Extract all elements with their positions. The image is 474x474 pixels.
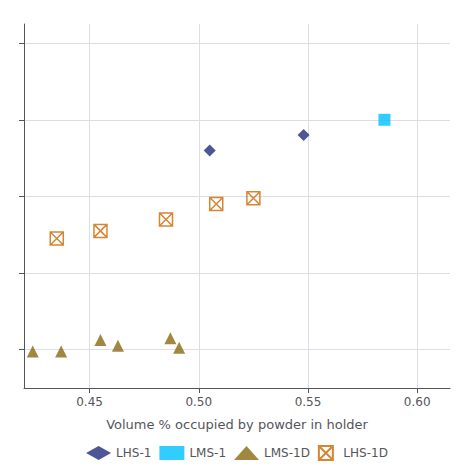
svg-text:0.55: 0.55 <box>295 395 322 409</box>
svg-text:0.50: 0.50 <box>185 395 212 409</box>
svg-text:LHS-1: LHS-1 <box>116 446 151 460</box>
svg-text:0.45: 0.45 <box>76 395 103 409</box>
svg-text:Volume % occupied by powder in: Volume % occupied by powder in holder <box>106 417 368 432</box>
svg-text:LHS-1D: LHS-1D <box>343 446 388 460</box>
svg-text:LMS-1D: LMS-1D <box>264 446 310 460</box>
svg-text:0.60: 0.60 <box>404 395 431 409</box>
svg-text:LMS-1: LMS-1 <box>189 446 226 460</box>
